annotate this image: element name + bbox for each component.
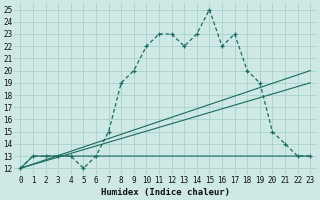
X-axis label: Humidex (Indice chaleur): Humidex (Indice chaleur) xyxy=(101,188,230,197)
